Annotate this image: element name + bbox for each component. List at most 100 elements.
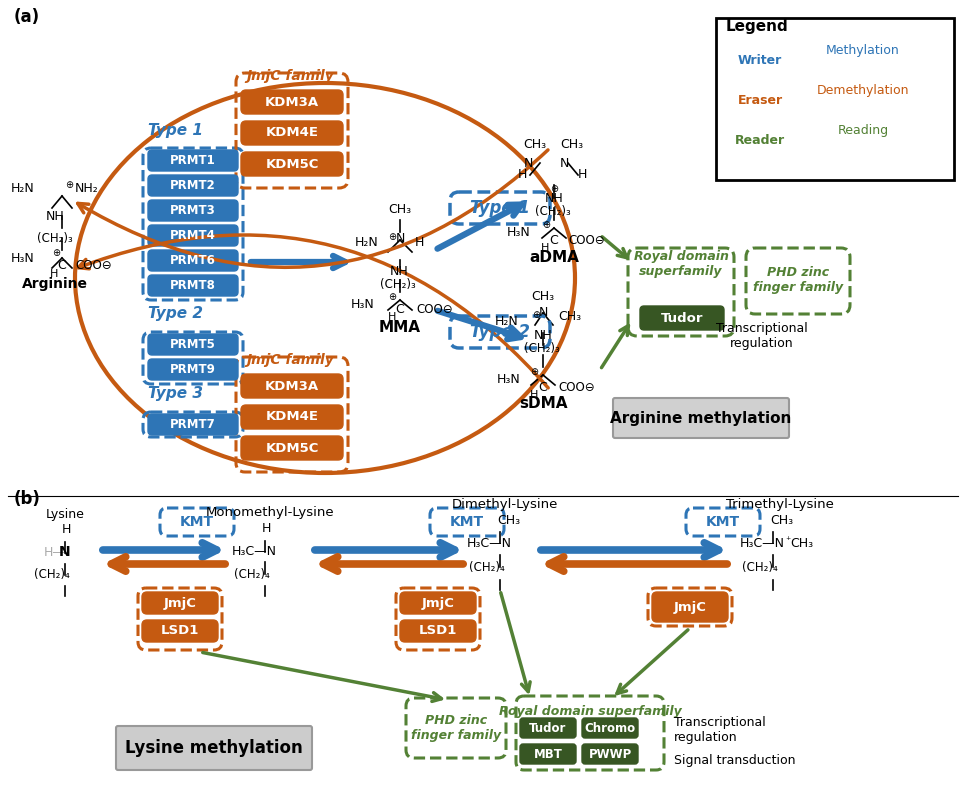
Text: C: C: [539, 381, 547, 394]
FancyBboxPatch shape: [241, 121, 343, 145]
Text: CH₃: CH₃: [389, 203, 412, 216]
Text: COO⊖: COO⊖: [75, 259, 111, 272]
Text: (CH₂)₃: (CH₂)₃: [37, 232, 73, 245]
Text: Tudor: Tudor: [660, 311, 703, 325]
Text: CH₃: CH₃: [532, 290, 554, 303]
Text: H: H: [541, 243, 549, 253]
FancyBboxPatch shape: [241, 436, 343, 460]
FancyBboxPatch shape: [116, 726, 312, 770]
FancyBboxPatch shape: [520, 718, 576, 738]
Text: H: H: [578, 168, 587, 181]
Text: C: C: [396, 303, 404, 316]
Text: Writer: Writer: [738, 53, 782, 67]
FancyBboxPatch shape: [148, 334, 238, 355]
Text: (a): (a): [14, 8, 40, 26]
FancyBboxPatch shape: [241, 152, 343, 176]
Text: (CH₂)₃: (CH₂)₃: [524, 342, 560, 355]
FancyBboxPatch shape: [148, 200, 238, 221]
Text: H: H: [50, 269, 58, 279]
Text: Arginine methylation: Arginine methylation: [610, 411, 792, 426]
FancyBboxPatch shape: [148, 414, 238, 435]
Text: PRMT7: PRMT7: [170, 418, 216, 431]
Text: N: N: [539, 306, 547, 319]
Text: PRMT3: PRMT3: [170, 204, 216, 217]
FancyBboxPatch shape: [520, 744, 576, 764]
Text: Reading: Reading: [837, 124, 889, 137]
Text: (CH₂)₄: (CH₂)₄: [34, 568, 70, 581]
Text: NH: NH: [45, 210, 65, 223]
Text: H₂N: H₂N: [355, 236, 379, 249]
Text: (CH₂)₄: (CH₂)₄: [234, 568, 270, 581]
FancyBboxPatch shape: [241, 90, 343, 114]
Text: ⁺: ⁺: [785, 536, 790, 546]
FancyBboxPatch shape: [142, 620, 218, 642]
Text: Tudor: Tudor: [529, 721, 567, 735]
Text: KDM5C: KDM5C: [265, 158, 319, 170]
Text: PHD zinc
finger family: PHD zinc finger family: [411, 714, 501, 742]
Text: H₃C—N: H₃C—N: [467, 537, 512, 550]
Text: H: H: [388, 312, 396, 322]
Text: PRMT2: PRMT2: [170, 179, 216, 192]
Text: H₃N: H₃N: [496, 373, 520, 386]
Text: H₃N: H₃N: [12, 252, 35, 265]
Text: H₃N: H₃N: [507, 226, 530, 239]
Text: (CH₂)₃: (CH₂)₃: [380, 278, 416, 291]
Text: N: N: [59, 545, 71, 559]
Text: Royal domain superfamily: Royal domain superfamily: [499, 705, 682, 718]
Text: H: H: [415, 236, 425, 249]
FancyBboxPatch shape: [241, 374, 343, 398]
Text: (CH₂)₄: (CH₂)₄: [469, 561, 505, 574]
Text: KDM4E: KDM4E: [266, 127, 318, 139]
Text: NH: NH: [390, 265, 408, 278]
Text: H: H: [262, 522, 272, 535]
Text: (b): (b): [14, 490, 41, 508]
Text: Lysine methylation: Lysine methylation: [125, 739, 303, 757]
FancyBboxPatch shape: [582, 744, 638, 764]
Text: Type 2: Type 2: [148, 306, 202, 321]
Text: Eraser: Eraser: [738, 93, 782, 107]
Text: KDM4E: KDM4E: [266, 411, 318, 423]
Text: MBT: MBT: [534, 747, 563, 760]
Text: N: N: [523, 157, 533, 170]
Text: PRMT1: PRMT1: [170, 154, 216, 167]
Text: C: C: [58, 259, 67, 272]
Text: NH₂: NH₂: [75, 182, 99, 195]
FancyBboxPatch shape: [148, 150, 238, 171]
Text: Type 2: Type 2: [470, 323, 530, 341]
Text: JmjC: JmjC: [422, 596, 454, 610]
Text: MMA: MMA: [379, 320, 421, 335]
Text: JmjC family: JmjC family: [247, 353, 334, 367]
FancyBboxPatch shape: [613, 398, 789, 438]
Text: Methylation: Methylation: [826, 44, 900, 57]
Text: KDM3A: KDM3A: [265, 380, 319, 392]
Text: CH₃: CH₃: [790, 537, 813, 550]
Text: H₃C—N: H₃C—N: [232, 545, 277, 558]
Text: KMT: KMT: [706, 515, 740, 529]
FancyBboxPatch shape: [148, 359, 238, 380]
FancyBboxPatch shape: [582, 718, 638, 738]
Text: Reader: Reader: [735, 134, 785, 146]
Text: sDMA: sDMA: [518, 396, 568, 411]
Text: Arginine: Arginine: [22, 277, 88, 291]
Text: C: C: [549, 234, 558, 247]
Text: aDMA: aDMA: [529, 250, 579, 265]
Text: PRMT8: PRMT8: [170, 279, 216, 292]
Text: Monomethyl-Lysine: Monomethyl-Lysine: [206, 506, 335, 519]
Bar: [716, 18, 954, 180]
Text: PWWP: PWWP: [588, 747, 631, 760]
Text: H₂N: H₂N: [494, 315, 518, 328]
Text: PHD zinc
finger family: PHD zinc finger family: [753, 266, 843, 294]
Text: CH₃: CH₃: [497, 514, 520, 527]
Text: ⊕: ⊕: [52, 248, 60, 258]
FancyBboxPatch shape: [400, 620, 476, 642]
Text: H: H: [62, 523, 72, 536]
Text: H₂N: H₂N: [12, 182, 35, 195]
Text: Type 1: Type 1: [148, 123, 202, 138]
FancyBboxPatch shape: [148, 175, 238, 196]
Text: Signal transduction: Signal transduction: [674, 754, 796, 767]
Text: H₃N: H₃N: [351, 298, 375, 311]
Text: JmjC: JmjC: [163, 596, 196, 610]
Text: NH: NH: [544, 192, 564, 205]
Text: NH: NH: [534, 329, 552, 342]
Text: Royal domain
superfamily: Royal domain superfamily: [633, 250, 728, 278]
